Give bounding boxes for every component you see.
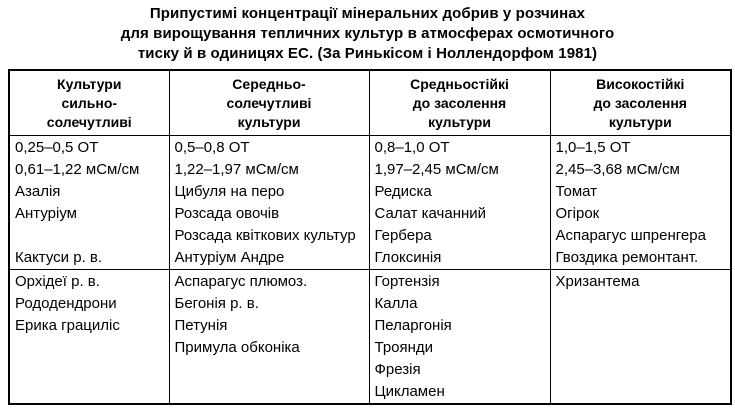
- page-title: Припустимі концентрації мінеральних добр…: [120, 5, 615, 62]
- table-cell-col1-group2: Орхідеї р. в. Рододендрони Ерика грацилі…: [8, 269, 170, 405]
- table-cell-col2-group1: 0,5–0,8 ОТ 1,22–1,97 мСм/см Цибуля на пе…: [168, 135, 370, 270]
- table-cell-col4-group2: Хризантема: [549, 269, 732, 405]
- table-cell-col1-group1: 0,25–0,5 ОТ 0,61–1,22 мСм/см Азалія Анту…: [8, 135, 170, 270]
- table-row: 0,25–0,5 ОТ 0,61–1,22 мСм/см Азалія Анту…: [8, 135, 732, 270]
- table-cell-col2-group2: Аспарагус плюмоз. Бегонія р. в. Петунія …: [168, 269, 370, 405]
- table-cell-col3-group1: 0,8–1,0 ОТ 1,97–2,45 мСм/см Редиска Сала…: [368, 135, 551, 270]
- table-header-row: Культури сильно- солечутливі Середньо- с…: [8, 69, 732, 136]
- table-cell-col3-group2: Гортензія Калла Пеларгонія Троянди Фрезі…: [368, 269, 551, 405]
- column-header-highly-resistant: Високостійкі до засолення культури: [549, 69, 732, 136]
- column-header-medium-resistant: Средньостійкі до засолення культури: [368, 69, 551, 136]
- column-header-strongly-sensitive: Культури сильно- солечутливі: [8, 69, 170, 136]
- table-cell-col4-group1: 1,0–1,5 ОТ 2,45–3,68 мСм/см Томат Огірок…: [549, 135, 732, 270]
- table-row: Орхідеї р. в. Рододендрони Ерика грацилі…: [8, 269, 732, 405]
- fertilizer-concentration-table: Культури сильно- солечутливі Середньо- с…: [8, 69, 732, 405]
- column-header-medium-sensitive: Середньо- солечутливі культури: [168, 69, 370, 136]
